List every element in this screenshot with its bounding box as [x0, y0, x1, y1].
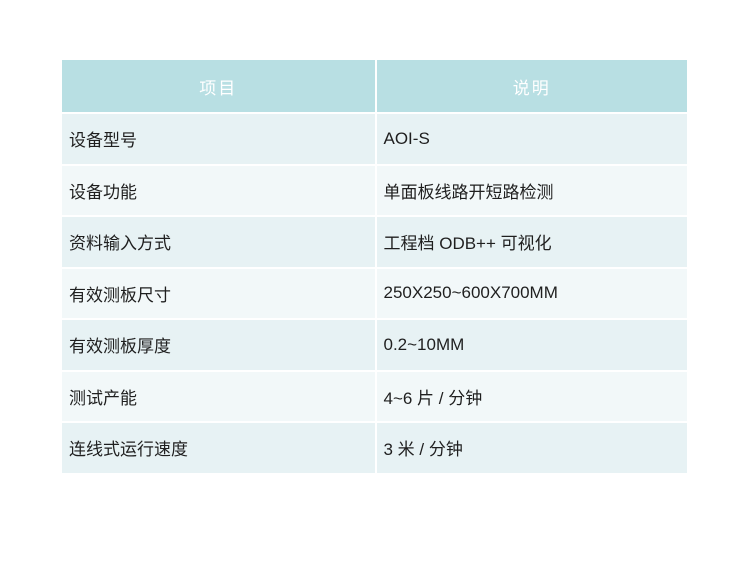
row-value: 工程档 ODB++ 可视化 — [374, 215, 687, 267]
row-label: 有效测板厚度 — [62, 318, 375, 370]
table-row: 资料输入方式 工程档 ODB++ 可视化 — [62, 215, 687, 267]
column-header-item: 项目 — [62, 60, 375, 112]
row-value: 4~6 片 / 分钟 — [374, 369, 687, 421]
table-row: 测试产能 4~6 片 / 分钟 — [62, 369, 687, 421]
table-row: 有效测板尺寸 250X250~600X700MM — [62, 266, 687, 318]
header-row: 项目 说明 — [62, 60, 687, 112]
row-value: 250X250~600X700MM — [374, 266, 687, 318]
row-label: 设备功能 — [62, 163, 375, 215]
column-header-description: 说明 — [374, 60, 687, 112]
row-label: 测试产能 — [62, 369, 375, 421]
table-row: 有效测板厚度 0.2~10MM — [62, 318, 687, 370]
spec-table: 项目 说明 设备型号 AOI-S 设备功能 单面板线路开短路检测 资料输入方式 … — [62, 60, 687, 473]
table-row: 设备型号 AOI-S — [62, 112, 687, 164]
row-value: 单面板线路开短路检测 — [374, 163, 687, 215]
table-row: 连线式运行速度 3 米 / 分钟 — [62, 421, 687, 473]
table-row: 设备功能 单面板线路开短路检测 — [62, 163, 687, 215]
row-label: 连线式运行速度 — [62, 421, 375, 473]
row-value: 0.2~10MM — [374, 318, 687, 370]
row-label: 有效测板尺寸 — [62, 266, 375, 318]
row-label: 设备型号 — [62, 112, 375, 164]
row-value: AOI-S — [374, 112, 687, 164]
row-label: 资料输入方式 — [62, 215, 375, 267]
row-value: 3 米 / 分钟 — [374, 421, 687, 473]
